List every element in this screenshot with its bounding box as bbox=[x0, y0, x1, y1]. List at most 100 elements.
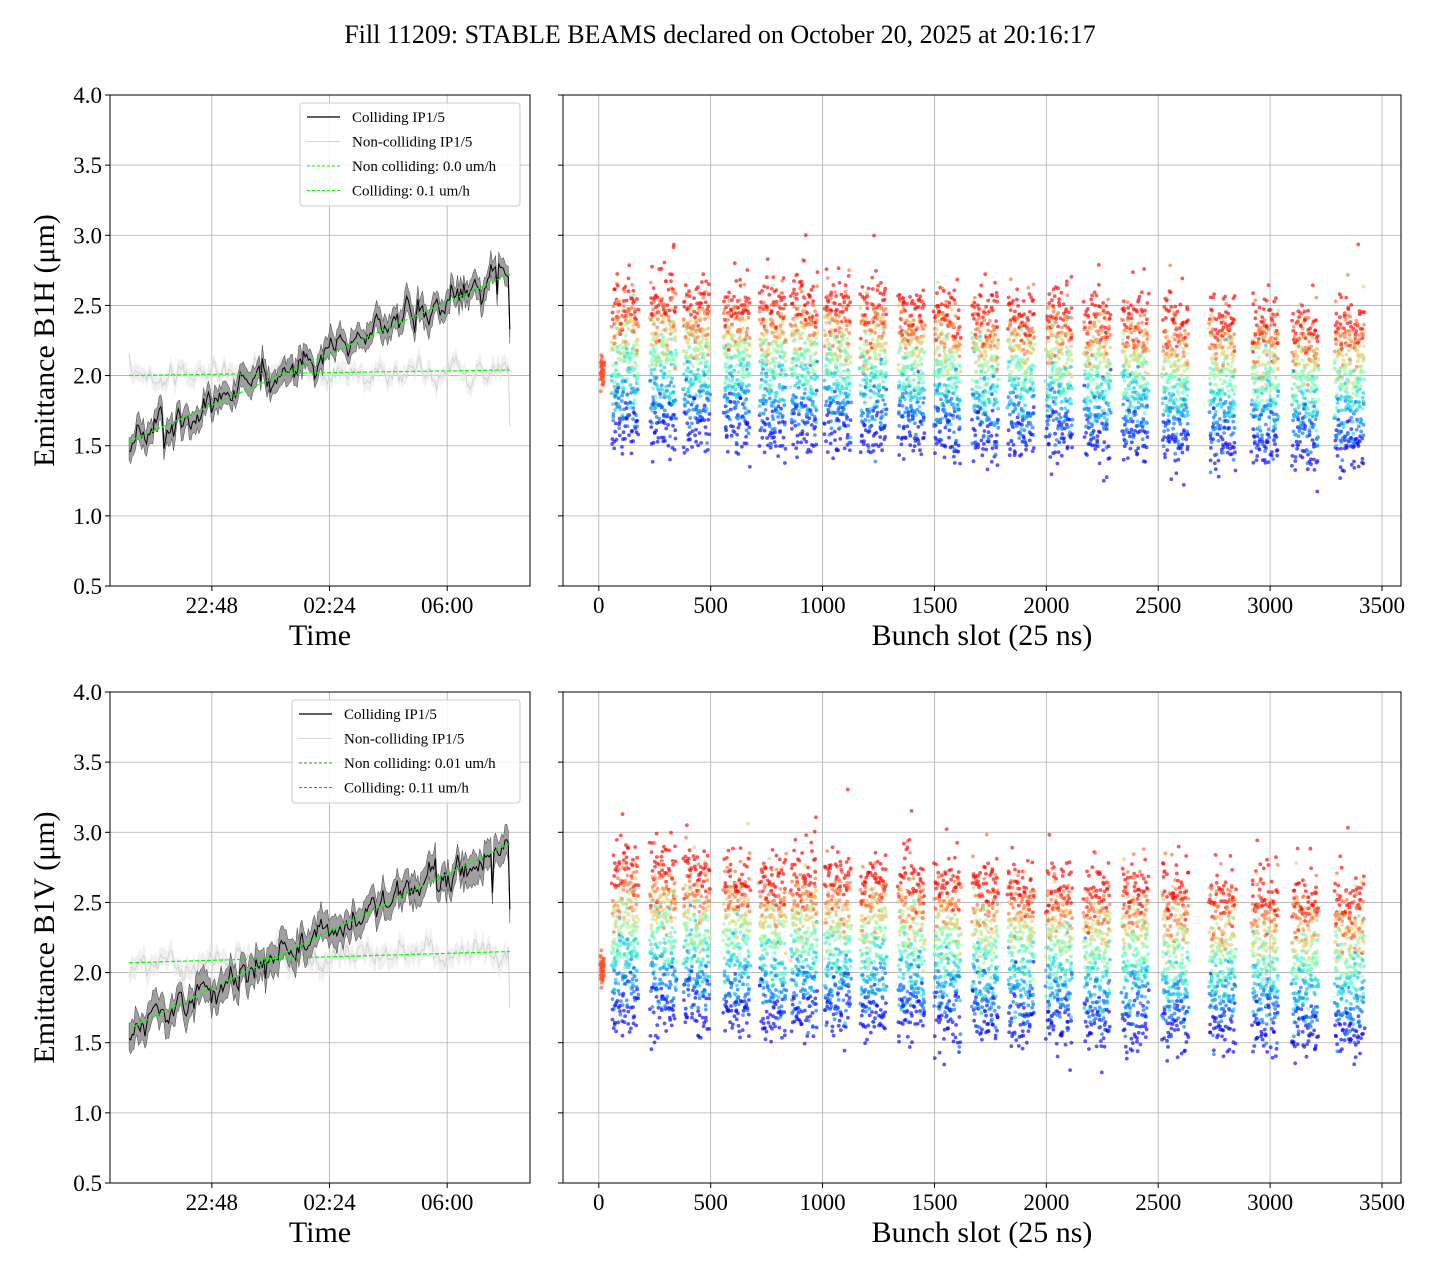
scatter-point bbox=[1059, 424, 1064, 429]
scatter-point bbox=[794, 297, 799, 301]
scatter-point bbox=[773, 394, 778, 399]
scatter-point bbox=[1129, 330, 1134, 335]
scatter-point bbox=[668, 397, 672, 402]
scatter-point bbox=[898, 345, 903, 349]
scatter-point bbox=[613, 394, 617, 399]
scatter-point bbox=[654, 340, 659, 344]
scatter-point bbox=[1143, 459, 1148, 464]
scatter-point bbox=[837, 381, 841, 386]
scatter-point bbox=[636, 371, 640, 376]
scatter-point bbox=[1096, 332, 1101, 337]
scatter-point bbox=[1065, 444, 1070, 449]
scatter-point bbox=[1065, 409, 1070, 414]
scatter-point bbox=[954, 367, 958, 372]
scatter-point bbox=[1098, 360, 1103, 365]
scatter-point bbox=[813, 325, 818, 329]
scatter-point bbox=[793, 423, 798, 428]
scatter-point bbox=[846, 295, 851, 300]
scatter-point bbox=[811, 303, 816, 308]
scatter-point bbox=[1145, 301, 1150, 305]
scatter-point bbox=[952, 324, 957, 329]
scatter-point bbox=[653, 410, 657, 415]
scatter-point bbox=[670, 376, 675, 381]
scatter-point bbox=[810, 389, 815, 393]
scatter-point bbox=[730, 378, 735, 382]
scatter-point bbox=[772, 440, 777, 444]
scatter-point bbox=[706, 376, 711, 381]
scatter-point bbox=[783, 446, 788, 451]
scatter-point bbox=[1060, 376, 1065, 381]
scatter-point bbox=[814, 388, 819, 393]
scatter-point bbox=[692, 296, 696, 300]
scatter-point bbox=[744, 441, 749, 446]
scatter-point bbox=[832, 429, 837, 434]
scatter-point bbox=[693, 335, 697, 340]
scatter-point bbox=[1184, 351, 1189, 356]
scatter-point bbox=[661, 375, 666, 380]
scatter-point bbox=[783, 461, 787, 465]
scatter-point bbox=[906, 414, 910, 419]
scatter-point bbox=[1165, 334, 1170, 339]
scatter-point bbox=[838, 437, 843, 441]
scatter-point bbox=[848, 418, 853, 422]
scatter-point bbox=[1016, 382, 1021, 386]
scatter-point bbox=[864, 339, 869, 344]
scatter-point bbox=[843, 283, 848, 288]
scatter-point bbox=[1097, 282, 1101, 287]
scatter-point bbox=[731, 424, 735, 429]
scatter-point bbox=[984, 344, 989, 349]
scatter-point bbox=[704, 279, 708, 284]
scatter-point bbox=[735, 378, 740, 382]
scatter-point bbox=[905, 424, 910, 429]
scatter-point bbox=[635, 387, 640, 391]
scatter-point bbox=[949, 354, 954, 359]
scatter-point bbox=[1069, 316, 1074, 320]
scatter-point bbox=[1108, 312, 1113, 317]
scatter-point bbox=[914, 293, 919, 297]
scatter-point bbox=[1011, 357, 1016, 362]
scatter-point bbox=[920, 339, 925, 344]
scatter-point bbox=[1086, 395, 1090, 399]
scatter-point bbox=[795, 455, 799, 460]
scatter-point bbox=[1136, 391, 1141, 396]
scatter-point bbox=[1144, 360, 1149, 365]
scatter-point bbox=[793, 395, 798, 399]
scatter-point bbox=[958, 380, 962, 384]
scatter-point bbox=[1185, 380, 1190, 384]
scatter-point bbox=[1129, 440, 1134, 445]
scatter-point bbox=[1066, 425, 1070, 430]
scatter-point bbox=[956, 407, 961, 412]
scatter-point bbox=[908, 443, 913, 447]
legend-label: Non-colliding IP1/5 bbox=[352, 135, 472, 151]
scatter-point bbox=[651, 353, 656, 357]
scatter-point bbox=[747, 354, 752, 359]
scatter-point bbox=[842, 446, 847, 451]
scatter-point bbox=[812, 433, 817, 437]
scatter-point bbox=[1044, 426, 1049, 431]
scatter-point bbox=[1216, 345, 1221, 350]
scatter-point bbox=[1176, 392, 1181, 397]
scatter-point bbox=[937, 353, 942, 358]
scatter-point bbox=[903, 370, 907, 375]
scatter-point bbox=[933, 332, 937, 337]
fit-line-non-colliding bbox=[129, 369, 510, 377]
scatter-point bbox=[811, 299, 816, 303]
scatter-point bbox=[995, 367, 999, 372]
scatter-point bbox=[933, 451, 937, 455]
scatter-point bbox=[629, 312, 633, 317]
legend-label: Non colliding: 0.0 um/h bbox=[352, 159, 497, 175]
scatter-point bbox=[1088, 379, 1093, 383]
scatter-point bbox=[802, 356, 807, 360]
scatter-point bbox=[1031, 282, 1036, 287]
y-tick-label: 3.5 bbox=[73, 153, 102, 178]
scatter-point bbox=[1181, 483, 1186, 487]
scatter-point bbox=[846, 274, 851, 278]
scatter-point bbox=[814, 318, 819, 322]
scatter-point bbox=[868, 395, 873, 400]
scatter-point bbox=[811, 284, 816, 289]
scatter-point bbox=[977, 385, 982, 390]
scatter-point bbox=[620, 445, 624, 449]
scatter-point bbox=[1007, 337, 1012, 342]
scatter-point bbox=[1090, 293, 1094, 298]
scatter-point bbox=[1059, 368, 1063, 372]
